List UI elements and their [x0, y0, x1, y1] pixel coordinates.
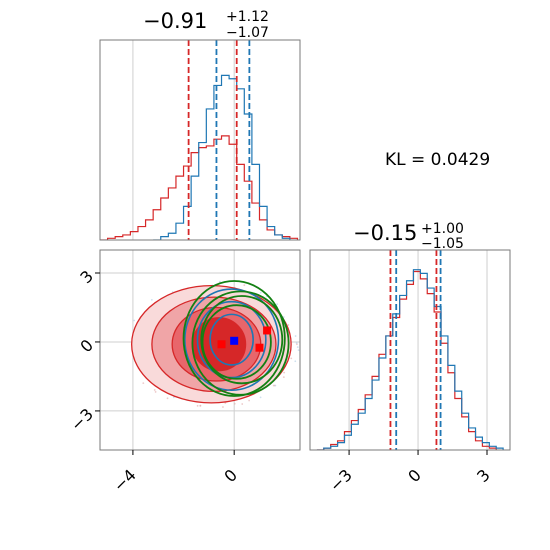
joint-sample-point-57	[150, 298, 153, 301]
joint-red-marker-1	[255, 343, 264, 352]
joint-y-tick-label-1: 0	[76, 336, 97, 357]
marginal-x-grid	[132, 40, 235, 240]
marginal-x-title-plus: +1.12	[226, 9, 269, 25]
marginal-y-histogram-1	[316, 269, 504, 450]
marginal-x-title: −0.91 +1.12 −1.07	[143, 9, 269, 41]
joint-sample-point-69	[276, 303, 279, 306]
marginal-x-title-minus: −1.07	[226, 25, 269, 41]
marginal-x-title-median: −0.91	[143, 9, 207, 33]
marginal-x-histogram-1	[153, 74, 291, 240]
marginal-y-title-plus: +1.00	[421, 221, 464, 237]
marginal-y-ticks: −3 0 3	[326, 450, 494, 496]
joint-sample-point-59	[295, 342, 298, 344]
marginal-x-background	[100, 40, 300, 240]
marginal-x-panel: −0.91 +1.12 −1.07	[99, 9, 301, 241]
joint-sample-point-84	[153, 389, 156, 391]
joint-sample-point-73	[296, 346, 299, 349]
marginal-y-tick-label-0: −3	[326, 465, 356, 495]
joint-blue-contour-0	[184, 288, 280, 392]
joint-plot-area	[130, 280, 300, 408]
joint-sample-point-61	[294, 335, 297, 337]
marginal-y-background	[310, 250, 510, 450]
marginal-x-frame	[99, 39, 301, 241]
joint-blue-contour-2	[209, 313, 254, 366]
joint-sample-point-116	[241, 403, 244, 405]
joint-y-tick-label-0: 3	[76, 267, 97, 288]
joint-sample-point-72	[272, 384, 275, 387]
joint-sample-point-49	[274, 384, 277, 387]
joint-sample-point-66	[287, 324, 290, 326]
joint-sample-point-10	[283, 371, 286, 374]
joint-sample-point-26	[166, 397, 169, 400]
joint-green-ellipse-3	[200, 295, 284, 385]
joint-sample-point-88	[222, 406, 224, 408]
joint-red-marker-2	[217, 340, 226, 349]
joint-sample-point-60	[154, 391, 157, 393]
joint-sample-point-104	[196, 404, 199, 407]
marginal-y-frame	[309, 249, 511, 451]
joint-green-ellipse-1	[191, 290, 290, 396]
joint-sample-point-83	[297, 349, 300, 352]
joint-frame	[99, 249, 301, 451]
joint-panel: −4 0 3 0 −3	[67, 249, 301, 496]
marginal-y-title: −0.15 +1.00 −1.05	[353, 221, 464, 252]
joint-sample-point-130	[290, 357, 293, 360]
joint-green-ellipse-0	[182, 280, 286, 397]
joint-sample-point-100	[248, 399, 251, 402]
joint-sample-point-14	[282, 376, 285, 379]
joint-sample-point-127	[218, 280, 221, 283]
joint-x-tick-label-0: −4	[110, 465, 140, 495]
joint-sample-point-129	[133, 319, 136, 322]
marginal-y-panel: −3 0 3 −0.15 +1.00 −1.05	[309, 221, 511, 496]
marginal-y-title-minus: −1.05	[421, 236, 464, 252]
joint-green-ellipse-2	[201, 304, 272, 380]
marginal-x-plot-area	[100, 40, 299, 240]
joint-sample-point-62	[243, 284, 246, 287]
joint-sample-point-137	[259, 396, 262, 399]
marginal-y-tick-label-1: 0	[404, 465, 425, 486]
joint-sample-point-108	[142, 382, 145, 385]
joint-sample-point-136	[199, 404, 202, 407]
marginal-y-title-median: −0.15	[353, 221, 417, 245]
joint-red-marker-0	[263, 326, 272, 335]
joint-x-tick-label-1: 0	[220, 465, 241, 486]
marginal-y-plot-area	[316, 250, 504, 450]
joint-y-tick-label-2: −3	[67, 405, 97, 435]
joint-blue-marker-0	[230, 336, 239, 345]
joint-sample-point-139	[294, 360, 297, 363]
joint-sample-point-117	[259, 291, 262, 294]
kl-divergence-label: KL = 0.0429	[385, 150, 490, 170]
marginal-y-grid	[348, 250, 488, 450]
marginal-y-tick-label-2: 3	[473, 465, 494, 486]
joint-sample-point-40	[233, 402, 236, 405]
